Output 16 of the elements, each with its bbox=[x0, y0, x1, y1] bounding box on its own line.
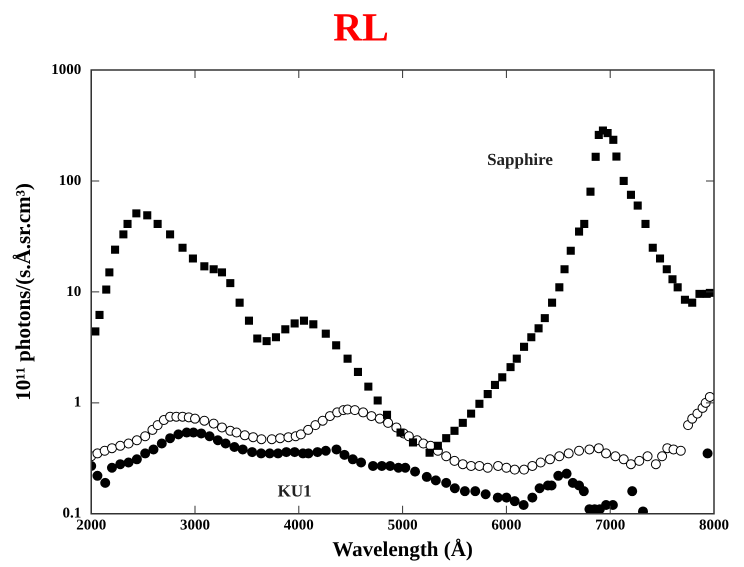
y-tick-label: 1000 bbox=[51, 62, 82, 78]
y-tick-label: 100 bbox=[58, 172, 82, 189]
y-axis-title: 10¹¹ photons/(s.Å.sr.cm³) bbox=[11, 183, 36, 401]
x-tick-label: 7000 bbox=[595, 518, 626, 534]
x-tick-label: 2000 bbox=[76, 518, 106, 534]
x-tick-label: 4000 bbox=[284, 518, 314, 534]
y-tick-label: 1 bbox=[74, 394, 82, 411]
x-tick-label: 6000 bbox=[491, 518, 522, 534]
x-tick-label: 3000 bbox=[180, 518, 210, 534]
text: Sapphire bbox=[487, 150, 554, 169]
x-tick-label: 5000 bbox=[388, 518, 418, 534]
chart-title: RL bbox=[333, 4, 389, 50]
series-label: KU1 bbox=[278, 481, 312, 500]
y-tick-label: 10 bbox=[66, 284, 82, 300]
x-tick-label: 8000 bbox=[699, 518, 729, 534]
x-axis-title: Wavelength (Å) bbox=[332, 536, 473, 561]
